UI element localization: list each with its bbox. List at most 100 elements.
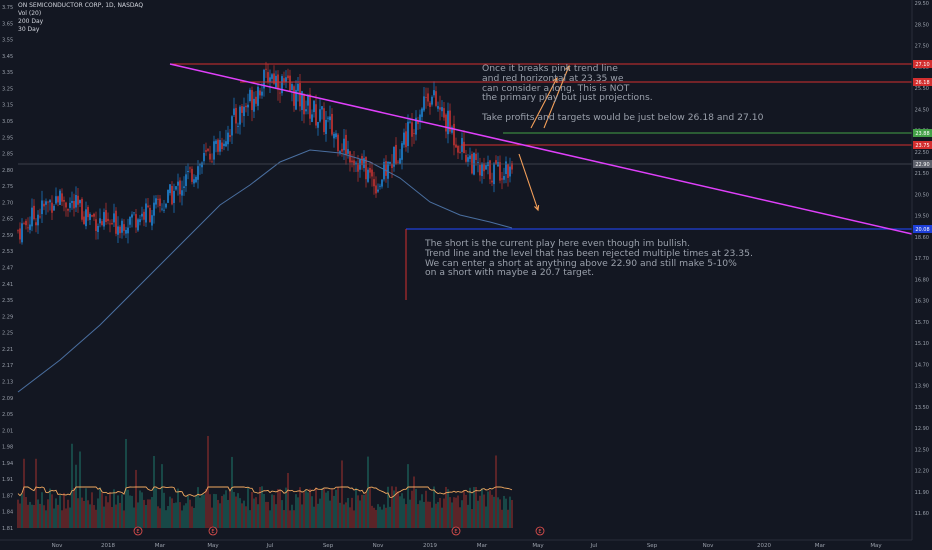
volume-bar [239,498,241,528]
volume-ma-line [17,486,513,498]
volume-bar [101,492,103,528]
candle-body [377,189,379,192]
left-tick-label: 1.87 [2,493,13,499]
volume-bar [263,493,265,528]
volume-bar [21,494,23,528]
volume-bar [91,492,93,528]
volume-bar [31,504,33,528]
candle-body [467,157,469,162]
volume-bar [455,497,457,528]
chart-legend: ON SEMICONDUCTOR CORP, 1D, NASDAQ Vol (2… [18,2,143,34]
volume-bar [483,494,485,528]
candle-body [227,132,229,145]
candle-body [511,163,513,170]
candle-body [429,102,431,107]
volume-bar [443,498,445,528]
volume-bar [249,510,251,528]
earnings-marker-label: E [454,529,457,535]
volume-bar [159,508,161,528]
volume-bar [277,488,279,528]
candle-body [21,223,23,243]
candle-body [351,160,353,163]
volume-bar [385,507,387,528]
earnings-marker-label: E [136,529,139,535]
volume-bar [319,498,321,528]
x-tick-label: May [532,543,544,549]
volume-bar [415,488,417,528]
candle-body [395,144,397,165]
candle-body [253,98,255,112]
candle-body [283,78,285,82]
volume-bar [229,490,231,528]
candle-body [315,104,317,126]
volume-bar [369,487,371,528]
candle-body [385,161,387,176]
volume-bar [133,507,135,528]
volume-bar [203,494,205,528]
left-tick-label: 1.91 [2,477,13,483]
left-tick-label: 3.35 [2,70,13,76]
price-label-box [913,141,932,149]
volume-bar [49,488,51,528]
volume-bar [233,492,235,528]
candle-body [39,216,41,218]
candle-body [475,153,477,161]
volume-bar [401,493,403,528]
volume-bar [79,451,81,528]
volume-bar [157,506,159,528]
candle-body [255,96,257,104]
volume-bar [241,503,243,528]
volume-bar [481,488,483,528]
volume-bar [163,492,165,528]
volume-bar [257,504,259,528]
candle-body [87,207,89,218]
candle-body [179,180,181,195]
candle-body [155,198,157,205]
candle-body [477,161,479,163]
candle-body [367,169,369,182]
candle-body [223,143,225,147]
candle-body [19,228,21,240]
green-label-text: 23.88 [915,131,929,137]
earnings-marker-label: E [538,529,541,535]
candle-body [209,153,211,160]
volume-bar [289,510,291,528]
volume-bar [503,495,505,528]
candle-body [203,152,205,162]
volume-bar [25,497,27,528]
volume-bar [427,501,429,528]
x-tick-label: Nov [703,543,714,549]
candle-body [51,202,53,213]
candle-body [131,214,133,218]
left-tick-label: 2.95 [2,135,13,141]
volume-bar [167,506,169,528]
candle-body [443,108,445,118]
volume-bar [355,487,357,528]
candle-body [177,181,179,186]
candle-body [137,219,139,231]
volume-bar [99,487,101,528]
volume-bar [211,507,213,528]
volume-bar [261,486,263,528]
x-tick-label: Sep [647,543,658,549]
candle-body [199,164,201,166]
candle-body [173,190,175,203]
left-tick-label: 2.80 [2,168,13,174]
volume-bar [323,488,325,528]
right-tick-label: 17.70 [915,256,929,262]
x-tick-label: May [870,543,882,549]
volume-bar [459,507,461,528]
candle-body [413,133,415,134]
volume-bar [325,492,327,528]
right-tick-label: 13.90 [915,384,929,390]
candle-body [249,89,251,102]
candle-body [213,141,215,160]
arrow-head [534,204,540,212]
candle-body [295,89,297,110]
candle-body [509,166,511,177]
left-tick-label: 2.09 [2,396,13,402]
volume-bar [425,490,427,528]
volume-bar [365,492,367,528]
candle-body [501,178,503,180]
